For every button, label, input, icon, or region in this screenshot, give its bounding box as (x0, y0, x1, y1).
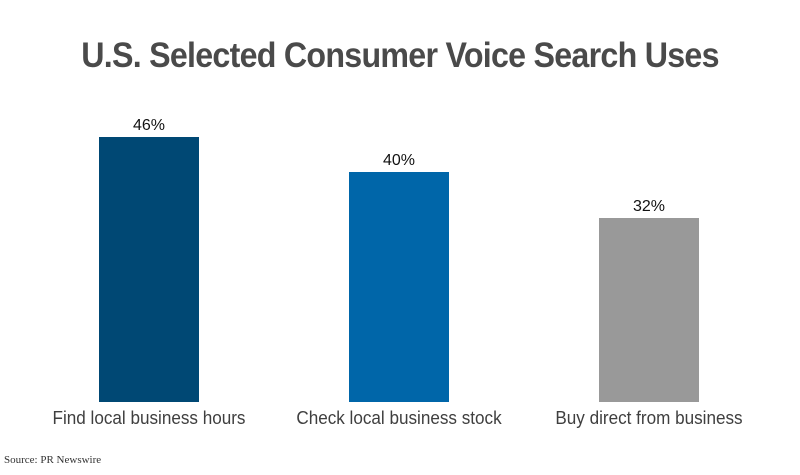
bar-1 (349, 171, 449, 402)
value-label: 40% (382, 151, 416, 169)
bar-0 (99, 137, 199, 402)
source-note: Source: PR Newswire (4, 454, 102, 466)
value-label: 46% (132, 117, 166, 134)
value-label: 32% (632, 197, 666, 215)
bar-2 (599, 217, 699, 402)
category-label: Check local business stock (296, 408, 502, 428)
category-label: Buy direct from business (555, 408, 743, 428)
chart-title: U.S. Selected Consumer Voice Search Uses (81, 36, 719, 75)
category-label: Find local business hours (52, 408, 246, 428)
